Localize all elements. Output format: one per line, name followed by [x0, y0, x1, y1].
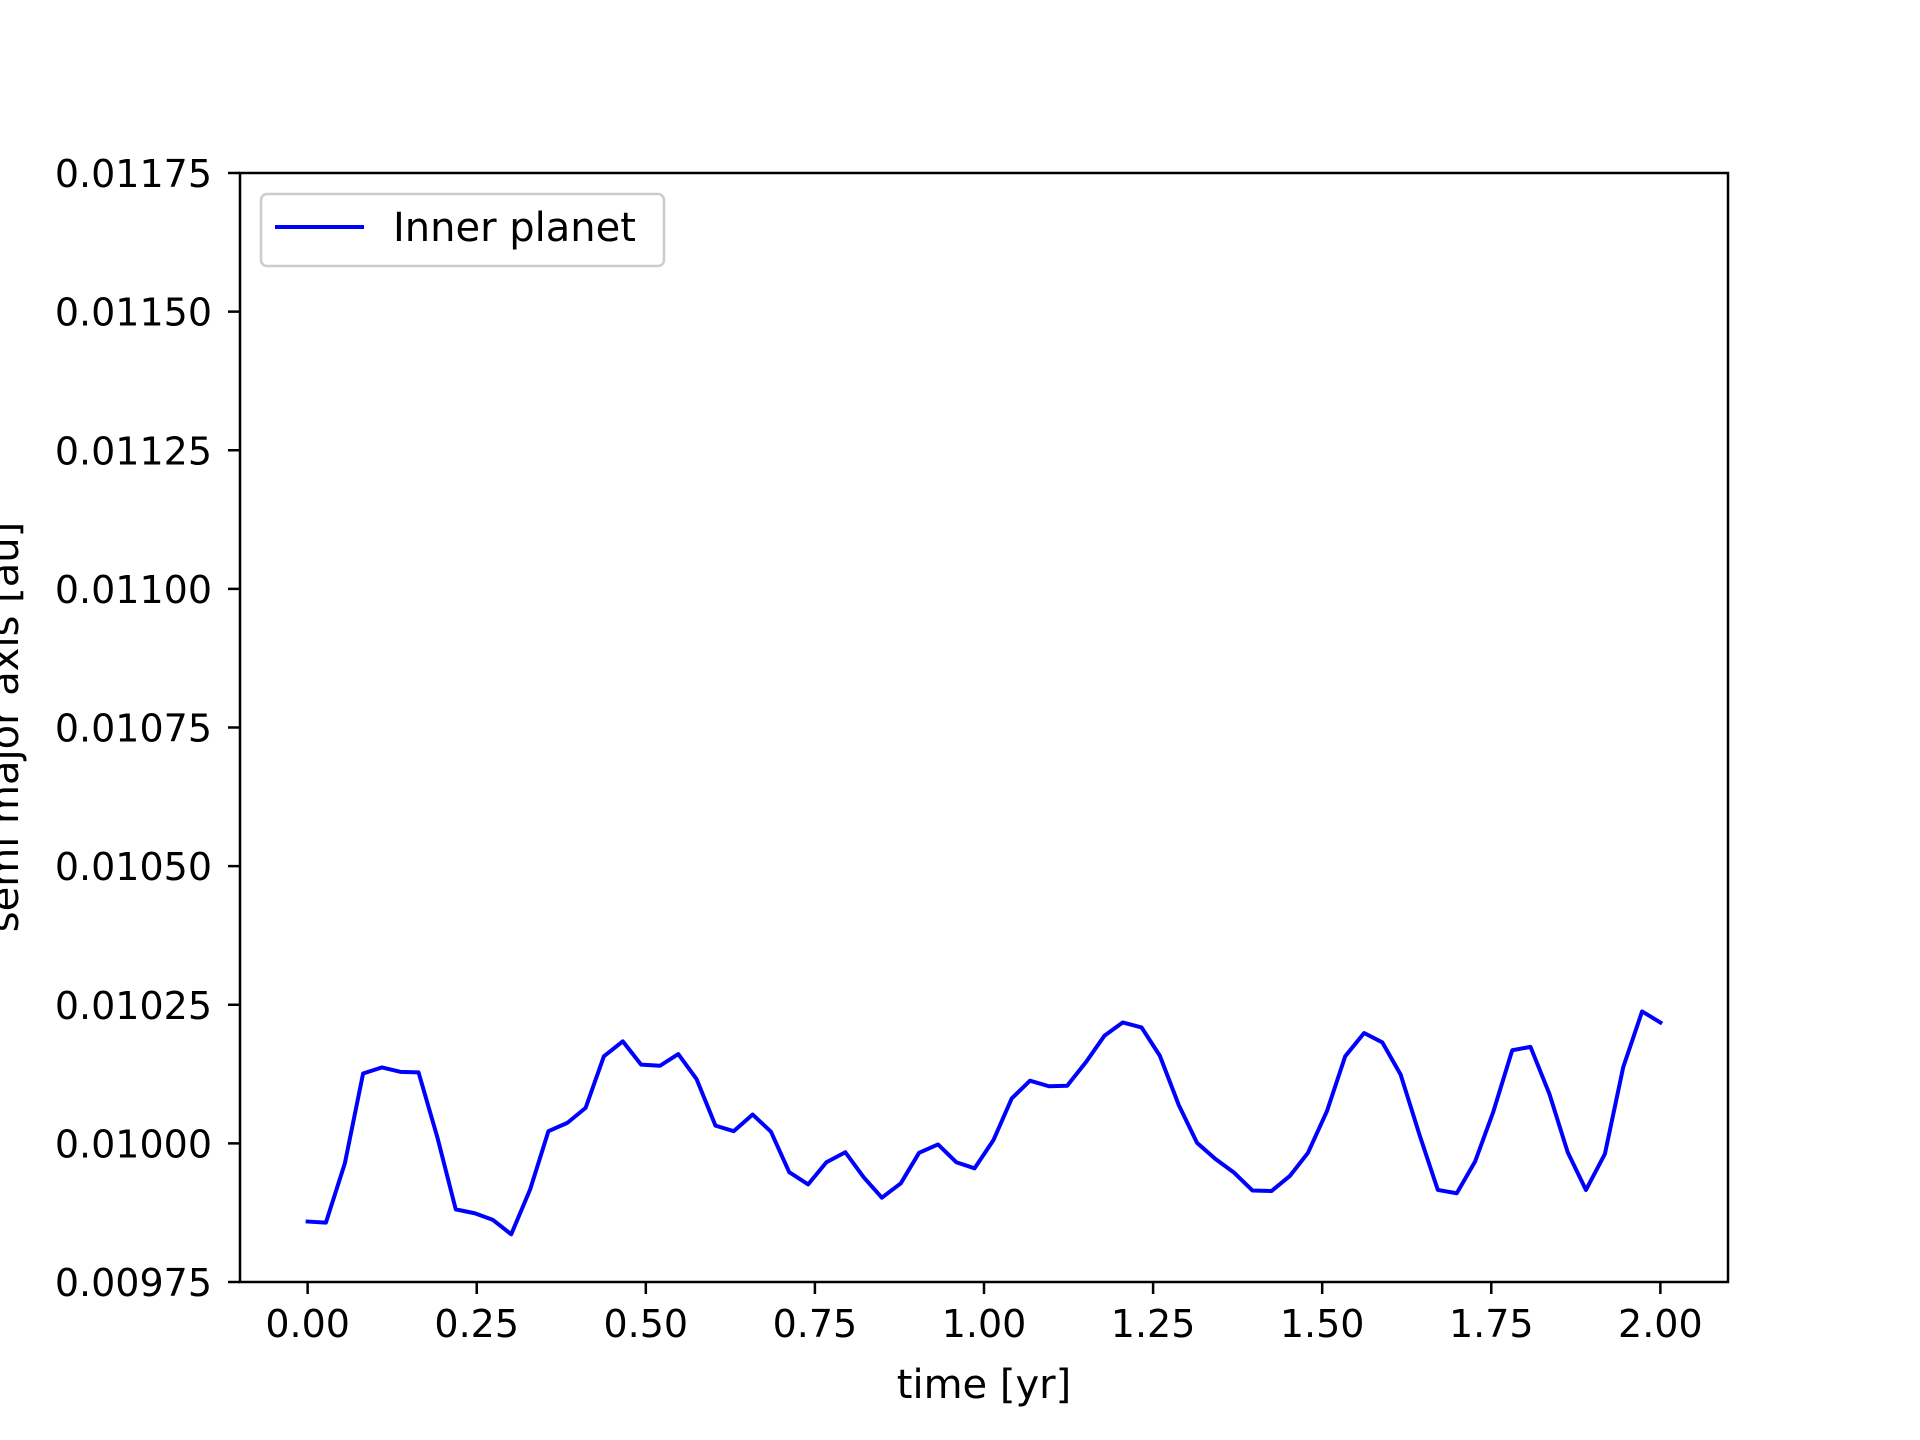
x-tick-label: 1.75 — [1449, 1302, 1534, 1346]
y-tick-label: 0.01125 — [55, 429, 212, 473]
y-tick-label: 0.01000 — [55, 1122, 212, 1166]
legend: Inner planet — [259, 192, 666, 268]
legend-label-inner-planet: Inner planet — [393, 205, 636, 251]
x-tick-label: 0.50 — [604, 1302, 689, 1346]
x-tick-label: 1.50 — [1280, 1302, 1365, 1346]
series-line-inner-planet — [305, 1009, 1664, 1237]
x-axis: 0.00 0.25 0.50 0.75 1.00 1.25 1.50 1.75 2.00 — [265, 1282, 1703, 1346]
y-tick-label: 0.01050 — [55, 845, 212, 889]
x-tick-label: 1.00 — [942, 1302, 1027, 1346]
x-tick-label: 0.75 — [773, 1302, 858, 1346]
legend-box — [259, 192, 666, 268]
x-tick-label: 0.00 — [265, 1302, 350, 1346]
y-tick-label: 0.00975 — [55, 1261, 212, 1305]
y-tick-label: 0.01075 — [55, 707, 212, 751]
y-tick-label: 0.01150 — [55, 291, 212, 335]
series-layer — [305, 1009, 1664, 1237]
y-tick-label: 0.01100 — [55, 568, 212, 612]
x-tick-label: 0.25 — [434, 1302, 519, 1346]
x-tick-label: 1.25 — [1111, 1302, 1196, 1346]
x-tick-label: 2.00 — [1618, 1302, 1703, 1346]
x-axis-label: time [yr] — [897, 1362, 1071, 1408]
y-tick-label: 0.01175 — [55, 152, 212, 196]
y-axis-label: semi major axis [au] — [0, 522, 28, 932]
y-tick-label: 0.01025 — [55, 984, 212, 1028]
y-axis: 0.00975 0.01000 0.01025 0.01050 0.01075 0.011… — [55, 152, 240, 1305]
